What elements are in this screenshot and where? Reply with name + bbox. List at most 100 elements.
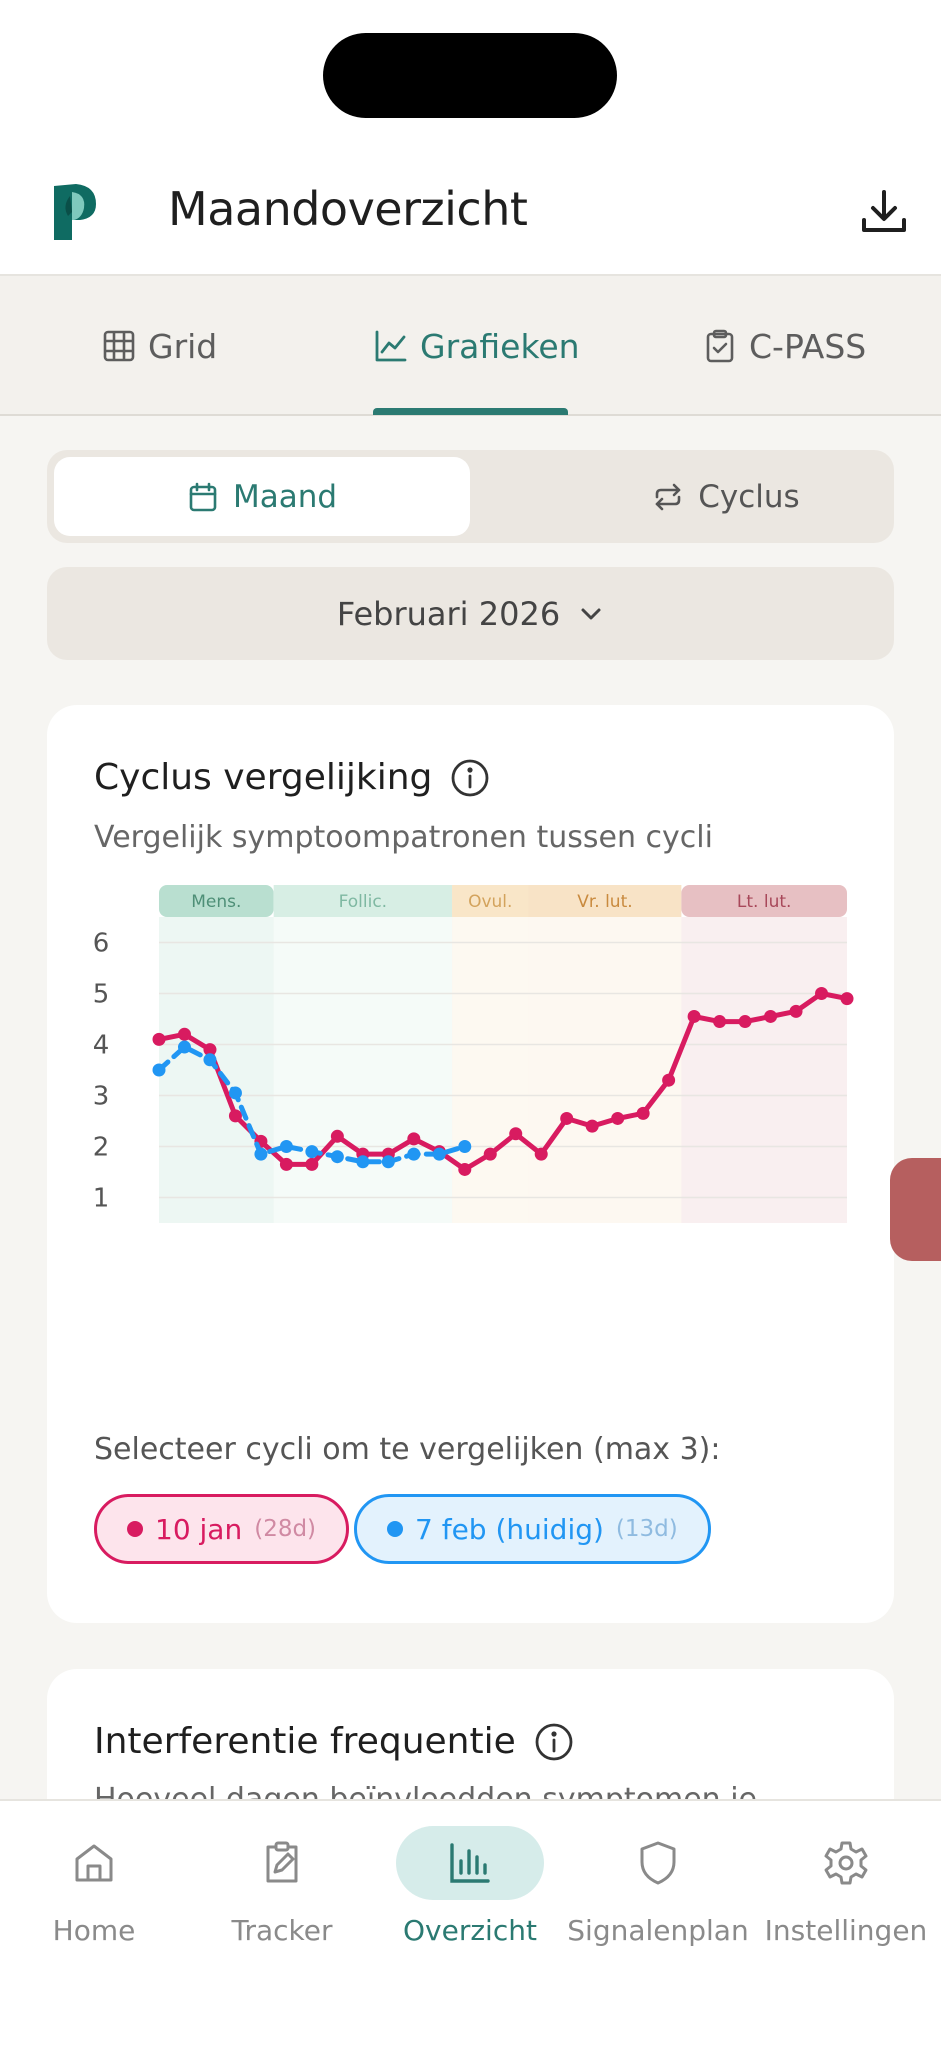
toggle-cycle-button[interactable]: Cyclus <box>518 457 934 536</box>
phase-label: Follic. <box>339 892 388 912</box>
nav-signalenplan[interactable]: Signalenplan <box>564 1826 752 1947</box>
tab-grafieken[interactable]: Grafieken <box>374 276 580 416</box>
y-tick-label: 4 <box>93 1031 110 1061</box>
data-point <box>815 987 829 1000</box>
data-point <box>509 1127 523 1141</box>
nav-tracker-pill <box>208 1826 356 1900</box>
nav-tracker-label: Tracker <box>231 1914 333 1947</box>
repeat-icon <box>655 483 681 510</box>
phase-label: Lt. lut. <box>737 892 792 912</box>
phase-background <box>273 917 453 1223</box>
month-selector[interactable]: Februari 2026 <box>47 567 894 660</box>
cycle-chip-length: (13d) <box>615 1516 678 1542</box>
nav-home-pill <box>20 1826 168 1900</box>
info-icon[interactable] <box>450 758 490 798</box>
app-header: Maandoverzicht <box>0 150 941 276</box>
download-icon[interactable] <box>856 184 912 240</box>
data-point <box>279 1140 293 1153</box>
period-toggle: Maand Cyclus <box>47 450 894 543</box>
phase-band <box>528 885 682 917</box>
phase-band <box>452 885 529 917</box>
grid-icon <box>103 330 135 362</box>
cycle-chip-jan[interactable]: 10 jan (28d) <box>94 1494 350 1564</box>
tab-cpass-label: C-PASS <box>749 326 867 366</box>
cycle-chip-label: 7 feb (huidig) <box>415 1512 604 1546</box>
data-point <box>662 1073 676 1087</box>
data-point <box>305 1145 319 1159</box>
calendar-icon <box>189 482 217 511</box>
page-title: Maandoverzicht <box>168 182 528 236</box>
shield-icon <box>640 1841 676 1885</box>
toggle-cycle-label: Cyclus <box>698 478 800 515</box>
data-point <box>279 1157 293 1171</box>
toggle-month-label: Maand <box>232 478 338 515</box>
nav-home-label: Home <box>52 1914 136 1947</box>
data-point <box>177 1027 191 1041</box>
cycle-chip-length: (28d) <box>254 1516 317 1542</box>
data-point <box>407 1147 421 1161</box>
cycle-comparison-chart: Mens.Follic.Ovul.Vr. lut.Lt. lut.1234561… <box>93 885 854 1223</box>
card-title: Cyclus vergelijking <box>94 757 433 798</box>
info-icon[interactable] <box>534 1722 574 1762</box>
toggle-month-button[interactable]: Maand <box>54 457 470 536</box>
bottom-navigation: Home Tracker Overzicht Signalenplan Inst… <box>0 1799 941 2048</box>
data-point <box>458 1140 472 1153</box>
card-subtitle: Vergelijk symptoompatronen tussen cycli <box>94 820 713 855</box>
data-point <box>687 1009 701 1023</box>
clipboard-check-icon <box>706 329 734 363</box>
chevron-down-icon <box>581 608 601 619</box>
nav-instellingen-pill <box>772 1826 920 1900</box>
tab-grid-label: Grid <box>148 326 218 366</box>
nav-overzicht[interactable]: Overzicht <box>376 1826 564 1947</box>
active-tab-indicator <box>373 408 568 415</box>
camera-notch <box>323 33 617 118</box>
data-point <box>789 1004 803 1018</box>
data-point <box>228 1086 242 1100</box>
nav-tracker[interactable]: Tracker <box>188 1826 376 1947</box>
tab-cpass[interactable]: C-PASS <box>703 276 866 416</box>
month-selector-value: Februari 2026 <box>336 594 561 633</box>
y-tick-label: 3 <box>93 1082 110 1112</box>
data-point <box>636 1106 650 1120</box>
y-tick-label: 5 <box>93 980 110 1010</box>
card-title-row: Cyclus vergelijking <box>94 757 490 798</box>
y-tick-label: 6 <box>93 929 110 959</box>
data-point <box>305 1157 319 1171</box>
cycle-color-dot <box>387 1521 403 1537</box>
card2-title-row: Interferentie frequentie <box>94 1721 574 1762</box>
phase-band <box>273 885 453 917</box>
chart-line-icon <box>375 330 407 362</box>
nav-home[interactable]: Home <box>0 1826 188 1947</box>
nav-overzicht-label: Overzicht <box>403 1914 537 1947</box>
data-point <box>330 1129 344 1143</box>
phase-background <box>681 917 847 1223</box>
data-point <box>432 1147 446 1161</box>
edit-clipboard-icon <box>266 1841 298 1883</box>
cycle-color-dot <box>127 1521 143 1537</box>
data-point <box>330 1150 344 1164</box>
phase-band <box>159 885 274 917</box>
y-tick-label: 1 <box>93 1184 110 1214</box>
gear-icon <box>824 1841 868 1885</box>
nav-instellingen[interactable]: Instellingen <box>752 1826 940 1947</box>
phase-background <box>528 917 682 1223</box>
cycle-chip-feb[interactable]: 7 feb (huidig) (13d) <box>354 1494 711 1564</box>
nav-instellingen-label: Instellingen <box>764 1914 928 1947</box>
side-drawer-handle[interactable] <box>890 1158 941 1261</box>
data-point <box>177 1040 191 1054</box>
leaf-profile-logo <box>54 184 96 240</box>
data-point <box>764 1009 778 1023</box>
cycle-chip-label: 10 jan <box>155 1512 243 1546</box>
data-point <box>458 1162 472 1176</box>
data-point <box>381 1155 395 1169</box>
data-point <box>560 1111 574 1125</box>
tab-grid[interactable]: Grid <box>102 276 217 416</box>
data-point <box>152 1032 166 1046</box>
data-point <box>483 1147 497 1161</box>
y-tick-label: 2 <box>93 1133 110 1163</box>
select-cycles-label: Selecteer cycli om te vergelijken (max 3… <box>94 1432 721 1467</box>
data-point <box>203 1043 217 1057</box>
phase-band <box>681 885 847 917</box>
data-point <box>611 1111 625 1125</box>
data-point <box>356 1155 370 1169</box>
